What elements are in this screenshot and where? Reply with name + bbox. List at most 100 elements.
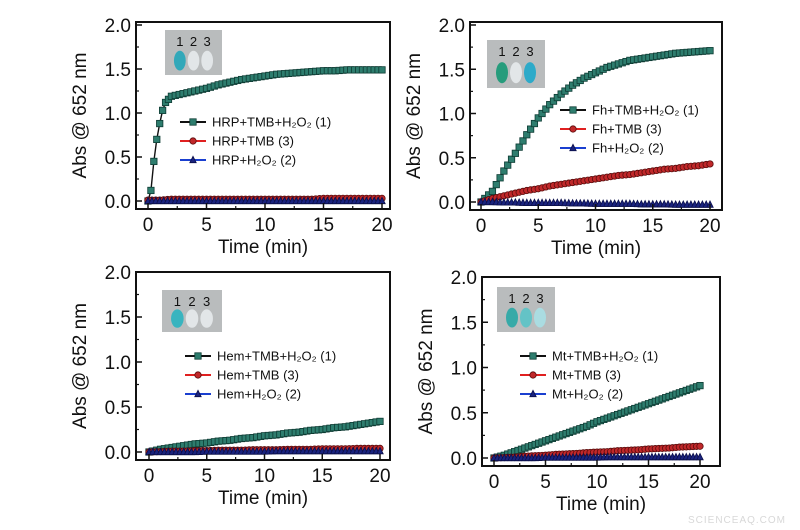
legend-item: Mt+H₂O₂ (2) (520, 387, 623, 402)
x-tick-label: 5 (533, 216, 544, 237)
y-tick-label: 1.0 (105, 104, 131, 125)
y-tick-label: 2.0 (105, 263, 131, 284)
legend-marker (189, 155, 197, 164)
tube (524, 62, 536, 84)
tube-label: 3 (536, 291, 543, 306)
y-tick-label: 1.5 (451, 313, 477, 334)
x-tick-label: 10 (254, 215, 275, 236)
y-tick-label: 1.0 (451, 359, 477, 380)
data-point (147, 186, 155, 195)
legend-item: Fh+TMB+H₂O₂ (1) (560, 103, 699, 118)
panel-1: 0 5 10 15 20 0.0 0.5 1.0 1.5 2.0 Time (min) Abs @ 6… (70, 16, 393, 258)
tube-label: 1 (176, 34, 183, 49)
legend-marker (569, 143, 577, 152)
x-tick-label: 20 (369, 466, 390, 487)
panel-4: 0 5 10 15 20 0.0 0.5 1.0 1.5 2.0 Time (min) Abs @ 6… (416, 268, 721, 515)
legend-marker (194, 389, 202, 398)
legend-label: Mt+TMB+H₂O₂ (1) (552, 349, 658, 364)
tube-label: 2 (190, 34, 197, 49)
series-1 (477, 47, 714, 206)
legend-marker (529, 389, 537, 398)
legend-item: Fh+TMB (3) (560, 122, 662, 137)
legend-marker (529, 371, 537, 379)
x-tick-label: 5 (540, 472, 551, 493)
legend-label: Hem+H₂O₂ (2) (217, 387, 301, 402)
y-tick-label: 1.5 (105, 308, 131, 329)
tube-label: 1 (508, 291, 515, 306)
data-point (530, 119, 539, 128)
data-point (519, 137, 527, 145)
x-tick-label: 15 (313, 215, 334, 236)
data-point (500, 167, 508, 175)
tube-label: 3 (204, 34, 211, 49)
data-point (527, 125, 535, 133)
data-point (378, 66, 386, 74)
x-tick-label: 0 (489, 472, 500, 493)
data-point (696, 381, 704, 390)
data-point (507, 155, 516, 163)
legend-label: Mt+H₂O₂ (2) (552, 387, 623, 402)
y-tick-label: 0.0 (451, 449, 477, 470)
x-axis-label: Time (min) (551, 238, 641, 259)
data-point (534, 114, 542, 122)
series-3 (490, 452, 704, 462)
tube (173, 50, 186, 71)
data-point (496, 174, 504, 182)
panel-2: 0 5 10 15 20 0.0 0.5 1.0 1.5 2.0 Time (min) Abs @ 6… (404, 16, 723, 259)
legend-marker (189, 137, 197, 145)
x-tick-label: 15 (312, 466, 333, 487)
data-point (156, 119, 164, 128)
data-point (153, 135, 161, 143)
data-point (542, 105, 550, 113)
legend-marker (569, 106, 577, 114)
series-3 (145, 446, 384, 456)
data-point (523, 131, 531, 139)
y-tick-label: 2.0 (451, 268, 477, 289)
tube-label: 1 (174, 294, 181, 309)
tube (506, 307, 518, 328)
legend: Fh+TMB+H₂O₂ (1) Fh+TMB (3) Fh+H₂O₂ (2) (560, 103, 699, 156)
data-point (492, 180, 500, 189)
legend-label: Mt+TMB (3) (552, 368, 621, 383)
watermark: SCIENCEAQ.COM (687, 515, 786, 526)
legend-marker (569, 125, 577, 133)
data-point (511, 149, 519, 157)
y-tick-label: 1.0 (105, 353, 131, 374)
y-axis-label: Abs @ 652 nm (70, 303, 91, 429)
panel-3: 0 5 10 15 20 0.0 0.5 1.0 1.5 2.0 Time (min) Abs @ 6… (70, 263, 391, 509)
data-point (376, 417, 384, 426)
tube-label: 1 (498, 44, 505, 59)
x-tick-label: 20 (371, 215, 392, 236)
x-tick-label: 20 (699, 216, 720, 237)
data-point (376, 446, 384, 455)
y-tick-label: 1.5 (105, 60, 131, 81)
y-tick-label: 1.5 (439, 60, 465, 81)
tube (185, 309, 199, 328)
tube (201, 50, 214, 71)
tube-label: 3 (526, 44, 533, 59)
tube (534, 307, 546, 328)
series-3 (144, 196, 386, 205)
x-tick-label: 15 (642, 216, 663, 237)
data-point (706, 160, 714, 168)
series-1 (490, 381, 704, 462)
y-tick-label: 1.0 (439, 105, 465, 126)
axes-frame (481, 276, 721, 467)
legend: Mt+TMB+H₂O₂ (1) Mt+TMB (3) Mt+H₂O₂ (2) (520, 349, 658, 402)
legend-item: Hem+H₂O₂ (2) (185, 387, 301, 402)
y-axis-label: Abs @ 652 nm (416, 309, 437, 435)
x-tick-label: 20 (689, 472, 710, 493)
legend-marker (194, 371, 202, 379)
legend-marker (189, 118, 197, 126)
tube-label: 2 (188, 294, 195, 309)
data-point (696, 452, 704, 461)
x-axis-label: Time (min) (218, 237, 308, 258)
legend-label: Fh+TMB (3) (592, 122, 662, 137)
legend: Hem+TMB+H₂O₂ (1) Hem+TMB (3) Hem+H₂O₂ (2) (185, 349, 336, 402)
legend-item: HRP+TMB (3) (180, 134, 294, 149)
x-axis-label: Time (min) (556, 494, 646, 515)
